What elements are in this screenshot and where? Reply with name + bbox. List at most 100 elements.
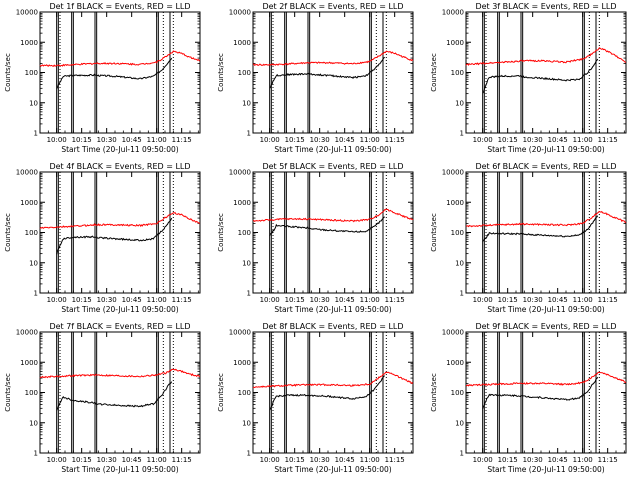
x-axis-label: Start Time (20-Jul-11 09:50:00) xyxy=(274,145,391,154)
y-tick-label: 1000 xyxy=(233,39,251,47)
plot-frame xyxy=(39,331,201,454)
x-axis-label: Start Time (20-Jul-11 09:50:00) xyxy=(61,145,178,154)
y-tick-label: 1000 xyxy=(20,359,38,367)
x-tick-label: 11:15 xyxy=(385,456,405,464)
x-tick-label: 11:00 xyxy=(360,296,380,304)
x-axis-label: Start Time (20-Jul-11 09:50:00) xyxy=(274,465,391,474)
y-tick-label: 10000 xyxy=(16,329,38,337)
x-tick-label: 10:15 xyxy=(285,296,305,304)
x-axis-label: Start Time (20-Jul-11 09:50:00) xyxy=(487,145,604,154)
y-tick-label: 10000 xyxy=(229,169,251,177)
x-tick-label: 10:00 xyxy=(260,296,280,304)
y-tick-label: 10 xyxy=(242,99,251,107)
x-tick-label: 10:15 xyxy=(498,456,518,464)
x-tick-label: 10:30 xyxy=(97,296,117,304)
series-line-black xyxy=(269,375,386,411)
chart-title: Det 1f BLACK = Events, RED = LLD xyxy=(49,2,190,11)
x-tick-label: 11:15 xyxy=(172,136,192,144)
y-axis-label: Counts/sec xyxy=(217,373,225,412)
x-tick-label: 10:15 xyxy=(285,136,305,144)
chart-title: Det 9f BLACK = Events, RED = LLD xyxy=(475,322,616,331)
x-axis-label: Start Time (20-Jul-11 09:50:00) xyxy=(487,305,604,314)
x-tick-label: 11:15 xyxy=(172,456,192,464)
y-tick-label: 1 xyxy=(34,130,38,138)
plot-frame xyxy=(252,11,414,134)
y-tick-label: 10000 xyxy=(442,329,464,337)
x-tick-label: 10:00 xyxy=(260,136,280,144)
y-tick-label: 10 xyxy=(455,259,464,267)
chart-title: Det 6f BLACK = Events, RED = LLD xyxy=(475,162,616,171)
series-line-red xyxy=(39,50,201,67)
series-line-red xyxy=(252,208,414,223)
y-axis-label: Counts/sec xyxy=(217,213,225,252)
plot-frame xyxy=(252,171,414,294)
y-tick-label: 10 xyxy=(29,99,38,107)
x-tick-label: 10:15 xyxy=(72,136,92,144)
plot-frame xyxy=(252,331,414,454)
y-tick-label: 100 xyxy=(451,389,464,397)
series-line-red xyxy=(465,47,627,66)
y-tick-label: 1000 xyxy=(20,39,38,47)
plot-frame xyxy=(39,11,201,134)
y-tick-label: 1000 xyxy=(233,199,251,207)
y-axis-label: Counts/sec xyxy=(430,213,438,252)
chart-title: Det 5f BLACK = Events, RED = LLD xyxy=(262,162,403,171)
x-tick-label: 11:00 xyxy=(147,456,167,464)
y-axis-label: Counts/sec xyxy=(4,373,12,412)
series-line-red xyxy=(39,211,201,229)
series-line-red xyxy=(465,210,627,228)
y-tick-label: 10000 xyxy=(16,9,38,17)
y-tick-label: 10000 xyxy=(229,329,251,337)
y-axis-label: Counts/sec xyxy=(4,53,12,92)
x-tick-label: 10:30 xyxy=(97,456,117,464)
x-tick-label: 11:15 xyxy=(598,456,618,464)
x-tick-label: 10:45 xyxy=(335,296,355,304)
y-tick-label: 1000 xyxy=(233,359,251,367)
x-tick-label: 11:15 xyxy=(598,296,618,304)
x-tick-label: 10:00 xyxy=(260,456,280,464)
chart-panel-8: Det 8f BLACK = Events, RED = LLD 1 10 100 10… xyxy=(217,322,414,474)
y-tick-label: 1000 xyxy=(446,199,464,207)
x-tick-label: 10:30 xyxy=(523,296,543,304)
x-tick-label: 10:15 xyxy=(72,296,92,304)
x-tick-label: 10:45 xyxy=(122,136,142,144)
series-line-red xyxy=(465,371,627,387)
x-tick-label: 11:00 xyxy=(573,456,593,464)
series-line-black xyxy=(269,56,386,89)
series-line-red xyxy=(39,368,200,379)
y-tick-label: 1000 xyxy=(446,359,464,367)
y-axis-label: Counts/sec xyxy=(217,53,225,92)
y-tick-label: 100 xyxy=(451,69,464,77)
chart-title: Det 8f BLACK = Events, RED = LLD xyxy=(262,322,403,331)
y-axis-label: Counts/sec xyxy=(430,373,438,412)
series-line-red xyxy=(252,50,414,67)
chart-title: Det 4f BLACK = Events, RED = LLD xyxy=(49,162,190,171)
x-tick-label: 10:45 xyxy=(122,296,142,304)
x-tick-label: 10:30 xyxy=(523,456,543,464)
x-tick-label: 10:30 xyxy=(310,136,330,144)
y-tick-label: 100 xyxy=(25,229,38,237)
y-tick-label: 100 xyxy=(238,389,251,397)
y-tick-label: 10 xyxy=(455,419,464,427)
y-tick-label: 1 xyxy=(247,290,251,298)
x-tick-label: 10:45 xyxy=(548,456,568,464)
y-tick-label: 10000 xyxy=(16,169,38,177)
x-axis-label: Start Time (20-Jul-11 09:50:00) xyxy=(61,465,178,474)
series-line-black xyxy=(56,57,173,89)
x-tick-label: 11:00 xyxy=(147,136,167,144)
x-tick-label: 10:30 xyxy=(523,136,543,144)
y-tick-label: 1000 xyxy=(446,39,464,47)
y-tick-label: 1 xyxy=(460,290,464,298)
chart-panel-3: Det 3f BLACK = Events, RED = LLD 1 10 100 10… xyxy=(430,2,627,154)
chart-panel-2: Det 2f BLACK = Events, RED = LLD 1 10 100 10… xyxy=(217,2,414,154)
x-tick-label: 10:15 xyxy=(498,296,518,304)
x-tick-label: 10:00 xyxy=(473,136,493,144)
series-line-black xyxy=(482,215,599,242)
y-tick-label: 10000 xyxy=(229,9,251,17)
y-tick-label: 10000 xyxy=(442,169,464,177)
x-tick-label: 10:15 xyxy=(285,456,305,464)
y-tick-label: 10 xyxy=(242,419,251,427)
series-line-black xyxy=(482,376,599,409)
x-tick-label: 11:00 xyxy=(147,296,167,304)
y-tick-label: 10 xyxy=(242,259,251,267)
